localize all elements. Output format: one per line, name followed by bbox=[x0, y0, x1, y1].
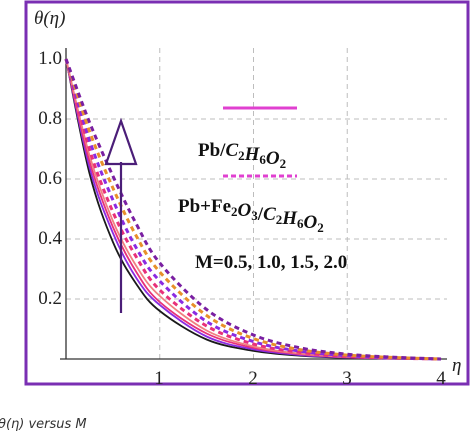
figure-caption: θ(η) versus M bbox=[0, 417, 87, 432]
y-tick-label-0.2: 0.2 bbox=[38, 288, 62, 309]
series-line-hybrid-m-1.5 bbox=[64, 58, 442, 361]
y-tick-label-1.0: 1.0 bbox=[38, 48, 62, 69]
x-tick-label-1: 1 bbox=[154, 368, 164, 389]
x-tick-label-4: 4 bbox=[436, 368, 446, 389]
legend-label-2: Pb+Fe2O3/C2H6O2 bbox=[178, 196, 324, 235]
grid-lines bbox=[66, 48, 447, 359]
y-tick-label-0.8: 0.8 bbox=[38, 108, 62, 129]
plot-frame bbox=[24, 0, 470, 386]
x-tick-label-2: 2 bbox=[248, 368, 258, 389]
y-tick-label-0.6: 0.6 bbox=[38, 168, 62, 189]
series-line-hybrid-m-0.5 bbox=[64, 58, 442, 361]
arrow-head bbox=[104, 117, 138, 166]
tick-labels: 1 2 3 4 0.2 0.4 0.6 0.8 1.0 bbox=[38, 48, 446, 389]
increasing-m-arrow bbox=[104, 117, 138, 313]
parameter-annotation: M=0.5, 1.0, 1.5, 2.0 bbox=[195, 252, 347, 273]
x-tick-label-3: 3 bbox=[342, 368, 352, 389]
legend: Pb/C2H6O2 Pb+Fe2O3/C2H6O2 bbox=[178, 106, 324, 235]
y-axis-title: θ(η) bbox=[34, 8, 65, 29]
x-axis-title: η bbox=[452, 355, 461, 376]
series-line-hybrid-m-2 bbox=[64, 58, 442, 361]
data-series bbox=[64, 58, 442, 361]
legend-label-1: Pb/C2H6O2 bbox=[198, 140, 286, 171]
y-tick-label-0.4: 0.4 bbox=[38, 228, 62, 249]
